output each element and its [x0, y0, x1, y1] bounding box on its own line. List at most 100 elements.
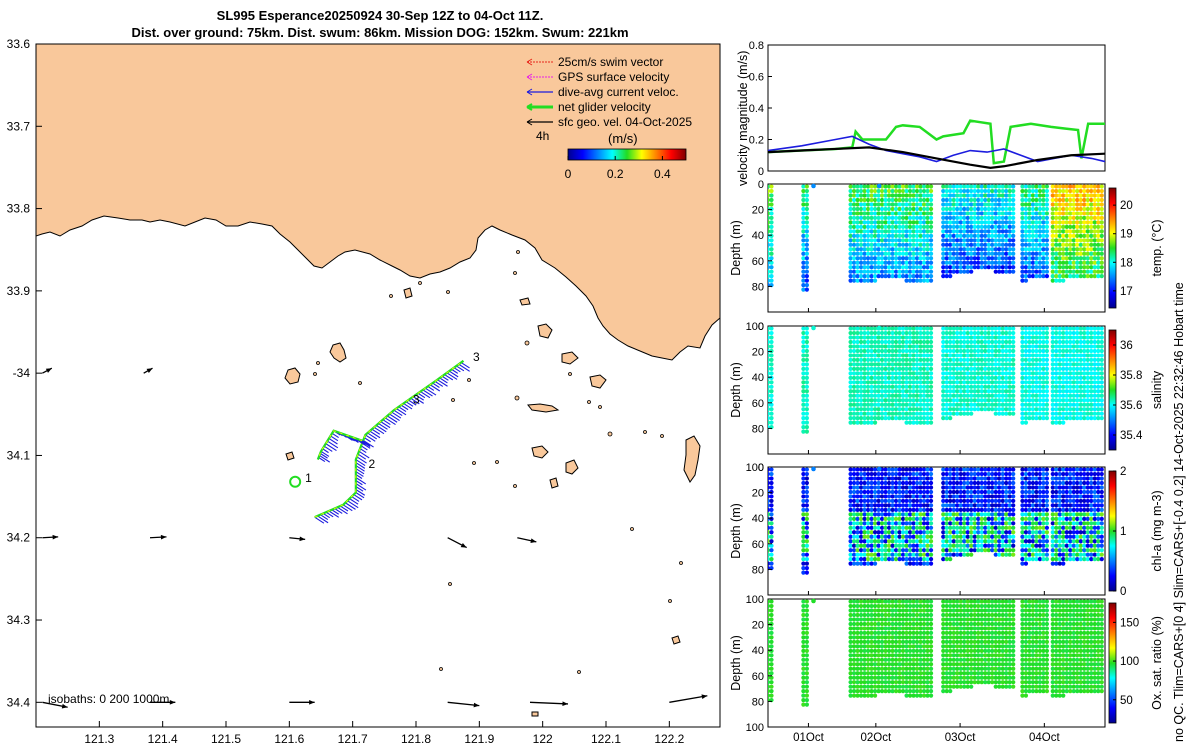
profile-data-point	[969, 215, 974, 221]
profile-data-point	[855, 224, 860, 229]
profile-data-point	[997, 411, 1002, 416]
profile-data-point	[1023, 530, 1029, 535]
profile-data-point	[1057, 375, 1062, 380]
profile-data-point	[986, 398, 991, 403]
sfc-geo-arrow	[669, 695, 708, 703]
colorbar-tick-label: 2	[1120, 466, 1126, 478]
dive-avg-current-vector	[337, 506, 348, 515]
profile-data-point	[890, 489, 895, 495]
profile-data-point	[997, 512, 1002, 517]
profile-data-point	[1020, 534, 1025, 539]
profile-data-point	[1078, 206, 1083, 212]
profile-data-point	[990, 407, 995, 412]
profile-data-point	[1007, 344, 1012, 349]
dive-avg-current-vector	[322, 448, 329, 454]
profile-data-point	[1041, 265, 1046, 270]
profile-data-point	[948, 344, 953, 349]
profile-data-point	[769, 420, 774, 425]
profile-data-point	[900, 224, 906, 229]
profile-data-point	[1089, 471, 1094, 477]
dive-avg-current-vector	[412, 396, 424, 404]
profile-data-point	[907, 371, 913, 376]
profile-data-point	[948, 480, 953, 486]
profile-data-point	[907, 503, 913, 508]
profile-data-point	[983, 265, 988, 270]
profile-data-point	[904, 269, 909, 274]
profile-data-point	[972, 247, 977, 252]
dive-avg-current-vector	[355, 489, 366, 496]
profile-data-point	[768, 626, 771, 631]
profile-data-point	[1064, 552, 1069, 557]
profile-data-point	[1011, 380, 1016, 385]
profile-data-point	[1099, 242, 1104, 247]
profile-data-point	[1082, 389, 1087, 394]
profile-data-point	[1096, 411, 1101, 416]
profile-data-point	[955, 256, 960, 261]
profile-data-point	[958, 380, 963, 385]
profile-data-point	[1004, 206, 1009, 212]
profile-data-point	[904, 339, 909, 345]
profile-data-point	[869, 215, 874, 221]
profile-data-point	[925, 211, 930, 216]
profile-data-point	[1057, 211, 1062, 216]
profile-data-point	[1068, 552, 1073, 557]
profile-data-point	[865, 344, 871, 349]
profile-data-point	[955, 389, 960, 394]
profile-data-point	[990, 512, 995, 517]
profile-data-point	[1061, 193, 1066, 198]
map-x-tick-label: 121.3	[84, 732, 114, 746]
profile-data-point	[1050, 494, 1055, 499]
profile-data-point	[804, 229, 809, 234]
profile-data-point	[1007, 507, 1012, 512]
profile-data-point	[900, 238, 906, 243]
profile-data-point	[948, 233, 953, 238]
profile-data-point	[972, 489, 977, 495]
profile-data-point	[1004, 494, 1009, 499]
profile-data-point	[804, 698, 809, 703]
profile-data-point	[962, 366, 967, 371]
profile-data-point	[1027, 494, 1032, 499]
profile-data-point	[890, 380, 895, 385]
dive-avg-current-vector	[355, 486, 364, 492]
profile-data-point	[1075, 407, 1080, 412]
profile-data-point	[1037, 543, 1043, 548]
profile-data-point	[904, 220, 909, 225]
profile-data-point	[1020, 402, 1025, 407]
map-y-tick-label: 34.3	[7, 613, 31, 627]
profile-data-point	[962, 498, 967, 504]
profile-data-point	[925, 543, 930, 548]
profile-data-point	[1041, 393, 1046, 398]
profile-data-point	[958, 521, 963, 526]
profile-data-point	[1037, 467, 1043, 472]
profile-data-point	[904, 557, 909, 562]
profile-data-point	[941, 247, 946, 252]
profile-data-point	[1000, 265, 1005, 270]
profile-data-point	[1071, 503, 1076, 508]
profile-data-point	[1030, 247, 1036, 252]
profile-data-point	[1037, 525, 1043, 530]
profile-data-point	[872, 188, 878, 194]
figure-title-line-2: Dist. over ground: 75km. Dist. swum: 86k…	[131, 25, 629, 40]
profile-data-point	[869, 512, 874, 517]
profile-data-point	[997, 467, 1002, 472]
profile-data-point	[969, 326, 974, 331]
profile-data-point	[918, 188, 923, 194]
profile-data-point	[928, 188, 934, 194]
profile-data-point	[944, 193, 949, 198]
profile-data-point	[962, 471, 967, 477]
profile-data-point	[768, 480, 771, 486]
profile-data-point	[979, 202, 984, 207]
profile-data-point	[1023, 215, 1029, 221]
profile-data-point	[768, 671, 771, 676]
profile-data-point	[872, 402, 878, 407]
profile-data-point	[958, 507, 963, 512]
profile-data-point	[1027, 344, 1032, 349]
profile-data-point	[872, 375, 878, 380]
profile-data-point	[969, 485, 974, 490]
profile-data-point	[897, 206, 902, 212]
profile-data-point	[1064, 471, 1069, 477]
profile-data-point	[925, 197, 930, 203]
profile-data-point	[918, 362, 923, 367]
profile-data-point	[1096, 339, 1101, 345]
profile-data-point	[1041, 543, 1046, 548]
